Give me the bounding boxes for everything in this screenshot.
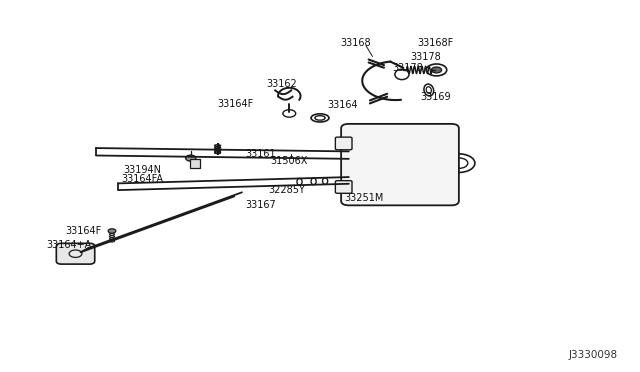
- Text: 33251M: 33251M: [344, 193, 383, 203]
- Text: J3330098: J3330098: [568, 350, 618, 360]
- Text: 33178: 33178: [410, 52, 441, 61]
- FancyBboxPatch shape: [56, 243, 95, 264]
- Text: 33164+A: 33164+A: [47, 240, 92, 250]
- Circle shape: [186, 155, 196, 161]
- Text: 33178: 33178: [392, 63, 423, 73]
- Bar: [190, 159, 200, 168]
- Text: 33168: 33168: [340, 38, 371, 48]
- Text: 33161: 33161: [246, 150, 276, 159]
- Text: 33164F: 33164F: [65, 227, 101, 236]
- Text: 31506X: 31506X: [271, 156, 308, 166]
- Text: 32285Y: 32285Y: [268, 186, 305, 195]
- Text: 33167: 33167: [246, 201, 276, 210]
- FancyBboxPatch shape: [335, 181, 352, 193]
- Text: 33168F: 33168F: [417, 38, 453, 48]
- Circle shape: [108, 229, 116, 233]
- Text: 33164FA: 33164FA: [121, 174, 163, 184]
- Text: 33164: 33164: [327, 100, 358, 110]
- FancyBboxPatch shape: [335, 137, 352, 150]
- FancyBboxPatch shape: [341, 124, 459, 205]
- Text: 33164F: 33164F: [218, 99, 253, 109]
- Text: 33169: 33169: [420, 93, 451, 102]
- Circle shape: [431, 67, 442, 73]
- Text: 33162: 33162: [266, 79, 297, 89]
- Circle shape: [394, 159, 410, 168]
- Text: 33194N: 33194N: [123, 165, 161, 175]
